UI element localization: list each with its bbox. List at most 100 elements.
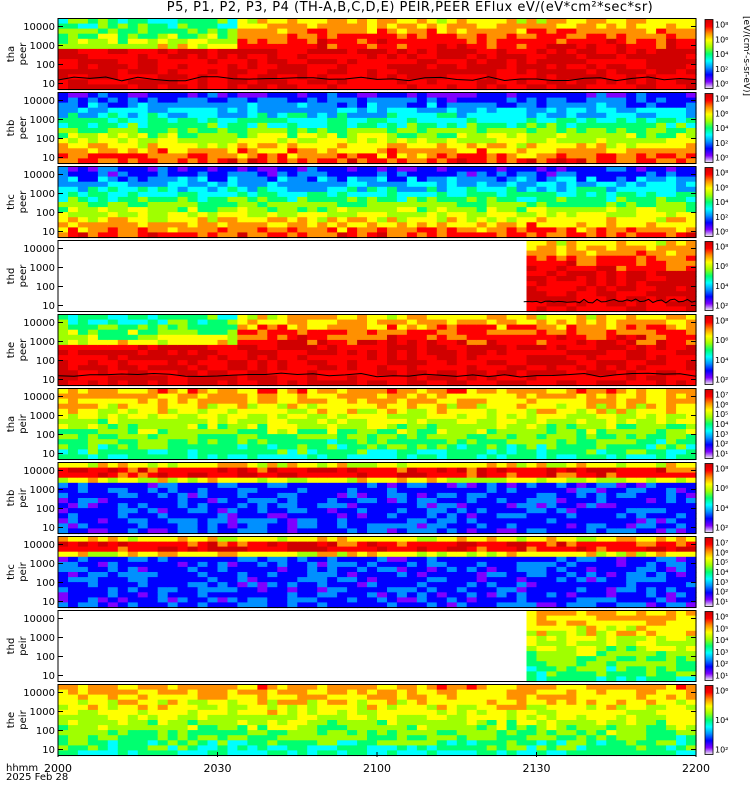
y-tick-label: 100 — [36, 504, 55, 515]
colorbar-tick-label: 10² — [715, 524, 728, 533]
colorbar-tick-label: 10⁶ — [715, 400, 728, 409]
colorbar-tick-label: 10¹ — [715, 672, 728, 681]
y-tick-label: 10000 — [23, 688, 55, 699]
colorbar-tick-label: 10⁴ — [715, 716, 728, 725]
y-tick-label: 1000 — [30, 411, 55, 422]
colorbar-tick-label: 10³ — [715, 648, 728, 657]
colorbar-tick-label: 10⁶ — [715, 262, 728, 271]
colorbar-tick-label: 10⁴ — [715, 282, 728, 291]
colorbar-tick-label: 10⁴ — [715, 636, 728, 645]
colorbar-tick-label: 10⁸ — [715, 21, 728, 30]
colorbar-tick-label: 10⁵ — [715, 558, 728, 567]
colorbar-tick-label: 10⁵ — [715, 624, 728, 633]
y-tick-label: 1000 — [30, 559, 55, 570]
panel-thb-peir — [57, 462, 714, 535]
panel-species-label: peir — [18, 635, 29, 655]
y-tick-label: 10 — [42, 79, 55, 90]
panel-the-peir — [57, 684, 714, 757]
panel-thb-peer — [57, 92, 714, 165]
colorbar-tick-label: 10⁷ — [715, 539, 728, 548]
panel-probe-label: thd — [6, 638, 17, 655]
y-tick-label: 10000 — [23, 244, 55, 255]
y-tick-label: 10000 — [23, 318, 55, 329]
y-tick-label: 1000 — [30, 115, 55, 126]
colorbar-tick-label: 10⁶ — [715, 687, 728, 696]
panel-species-label: peer — [18, 338, 29, 362]
panel-species-label: peer — [18, 116, 29, 140]
colorbar-tick-label: 10⁰ — [715, 228, 728, 237]
panel-species-label: peir — [18, 561, 29, 581]
panel-probe-label: tha — [6, 46, 17, 62]
y-tick-label: 1000 — [30, 41, 55, 52]
panel-probe-label: thb — [6, 120, 17, 137]
y-tick-label: 1000 — [30, 337, 55, 348]
colorbar-tick-label: 10⁴ — [715, 504, 728, 513]
y-tick-label: 100 — [36, 356, 55, 367]
colorbar-tick-label: 10³ — [715, 430, 728, 439]
colorbar-tick-label: 10⁶ — [715, 109, 728, 118]
colorbar-tick-label: 10⁴ — [715, 50, 728, 59]
panel-tha-peer — [57, 18, 714, 91]
colorbar-tick-label: 10² — [715, 660, 728, 669]
colorbar-tick-label: 10² — [715, 746, 728, 755]
panel-thc-peer — [57, 166, 714, 239]
y-tick-label: 10000 — [23, 614, 55, 625]
colorbar-tick-label: 10⁶ — [715, 183, 728, 192]
panel-species-label: peer — [18, 264, 29, 288]
y-tick-label: 100 — [36, 208, 55, 219]
colorbar-tick-label: 10⁸ — [715, 317, 728, 326]
y-tick-label: 10 — [42, 597, 55, 608]
x-tick-label: 2100 — [363, 762, 391, 775]
panel-tha-peir — [57, 388, 714, 461]
colorbar-tick-label: 10⁴ — [715, 124, 728, 133]
y-tick-label: 100 — [36, 578, 55, 589]
x-tick-label: 2200 — [682, 762, 710, 775]
colorbar-tick-label: 10⁸ — [715, 465, 728, 474]
x-tick-label: 2030 — [204, 762, 232, 775]
panel-probe-label: thd — [6, 268, 17, 285]
y-tick-label: 100 — [36, 282, 55, 293]
y-tick-label: 10 — [42, 375, 55, 386]
panel-probe-label: the — [6, 712, 17, 728]
colorbar-tick-label: 10³ — [715, 578, 728, 587]
panel-species-label: peer — [18, 42, 29, 66]
y-tick-label: 100 — [36, 60, 55, 71]
panel-species-label: peir — [18, 709, 29, 729]
colorbar-tick-label: 10² — [715, 376, 728, 385]
y-tick-label: 10 — [42, 671, 55, 682]
y-tick-label: 10 — [42, 301, 55, 312]
panel-probe-label: tha — [6, 416, 17, 432]
y-tick-label: 10 — [42, 745, 55, 756]
panel-thd-peir — [57, 610, 714, 683]
panel-probe-label: thc — [6, 564, 17, 580]
colorbar-tick-label: 10² — [715, 588, 728, 597]
colorbar-tick-label: 10² — [715, 440, 728, 449]
panel-species-label: peer — [18, 190, 29, 214]
y-tick-label: 1000 — [30, 707, 55, 718]
x-axis-date: 2025 Feb 28 — [6, 772, 69, 783]
chart-title: P5, P1, P2, P3, P4 (TH-A,B,C,D,E) PEIR,P… — [166, 0, 654, 15]
colorbar-tick-label: 10⁸ — [715, 169, 728, 178]
colorbar-tick-label: 10⁴ — [715, 568, 728, 577]
colorbar-tick-label: 10⁶ — [715, 484, 728, 493]
colorbar-tick-label: 10⁶ — [715, 336, 728, 345]
colorbar-tick-label: 10⁴ — [715, 198, 728, 207]
colorbar-tick-label: 10⁸ — [715, 243, 728, 252]
colorbar-title: [eV/(cm²-s-sr-eV)] — [741, 16, 750, 97]
panel-the-peer — [57, 314, 714, 387]
colorbar-tick-label: 10⁵ — [715, 410, 728, 419]
x-axis-label: hhmm — [6, 763, 39, 774]
panel-species-label: peir — [18, 413, 29, 433]
y-tick-label: 10000 — [23, 466, 55, 477]
panel-probe-label: thc — [6, 194, 17, 210]
y-tick-label: 100 — [36, 134, 55, 145]
colorbar-tick-label: 10⁰ — [715, 154, 728, 163]
panel-species-label: peir — [18, 487, 29, 507]
y-tick-label: 100 — [36, 652, 55, 663]
y-tick-label: 10 — [42, 449, 55, 460]
colorbar-tick-label: 10⁶ — [715, 548, 728, 557]
colorbar-tick-label: 10⁸ — [715, 95, 728, 104]
colorbar-tick-label: 10² — [715, 302, 728, 311]
panel-thc-peir — [57, 536, 714, 609]
colorbar-tick-label: 10² — [715, 65, 728, 74]
